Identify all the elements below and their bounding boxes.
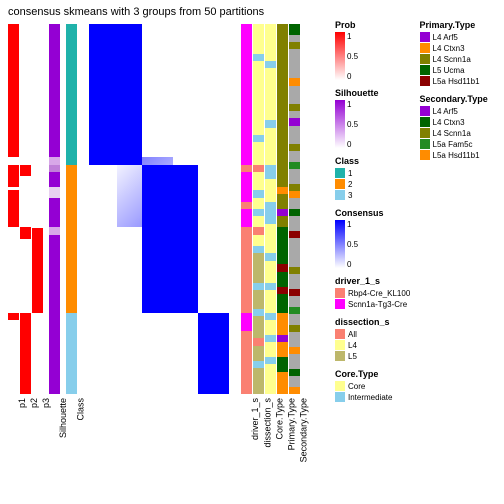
- column-p3: [32, 24, 43, 394]
- x-axis-labels: p1p2p3 Silhouette Class driver_1_sdissectio…: [8, 398, 328, 488]
- column-silhouette: [49, 24, 60, 394]
- legend-consensus: Consensus10.50: [335, 208, 417, 268]
- column-dissection: [253, 24, 264, 394]
- x-label-driver: driver_1_s: [251, 398, 261, 440]
- column-p1: [8, 24, 19, 394]
- column-class: [66, 24, 77, 394]
- legends: Prob10.50 Silhouette10.50 Class123 Consensu…: [335, 20, 500, 410]
- column-coretype: [265, 24, 276, 394]
- column-driver: [241, 24, 252, 394]
- legend-dissection-s: dissection_sAllL4L5: [335, 317, 417, 361]
- heatmap: [8, 24, 328, 394]
- column-gap2: [61, 24, 65, 394]
- x-label-p2: p2: [30, 398, 40, 408]
- chart-title: consensus skmeans with 3 groups from 50 …: [8, 6, 264, 18]
- x-label-secondary: Secondary.Type: [299, 398, 309, 462]
- column-gap4: [230, 24, 240, 394]
- x-label-coretype: Core.Type: [275, 398, 285, 440]
- legend-class: Class123: [335, 156, 417, 200]
- legend-prob: Prob10.50: [335, 20, 417, 80]
- column-gap1: [44, 24, 48, 394]
- legend-core-type: Core.TypeCoreIntermediate: [335, 369, 417, 402]
- x-label-p3: p3: [42, 398, 52, 408]
- legend-driver-1-s: driver_1_sRbp4-Cre_KL100Scnn1a-Tg3-Cre: [335, 276, 417, 309]
- column-primary: [277, 24, 288, 394]
- x-label-silhouette: Silhouette: [59, 398, 69, 438]
- x-label-p1: p1: [18, 398, 28, 408]
- legend-silhouette: Silhouette10.50: [335, 88, 417, 148]
- x-label-class: Class: [76, 398, 86, 421]
- column-secondary: [289, 24, 300, 394]
- x-label-dissection: dissection_s: [263, 398, 273, 448]
- column-p2: [20, 24, 31, 394]
- column-consensus: [89, 24, 229, 394]
- column-gap3: [78, 24, 88, 394]
- x-label-primary: Primary.Type: [287, 398, 297, 450]
- legend-secondary-type: Secondary.TypeL4 Arf5L4 Ctxn3L4 Scnn1aL5…: [420, 94, 500, 160]
- legend-primary-type: Primary.TypeL4 Arf5L4 Ctxn3L4 Scnn1aL5 U…: [420, 20, 500, 86]
